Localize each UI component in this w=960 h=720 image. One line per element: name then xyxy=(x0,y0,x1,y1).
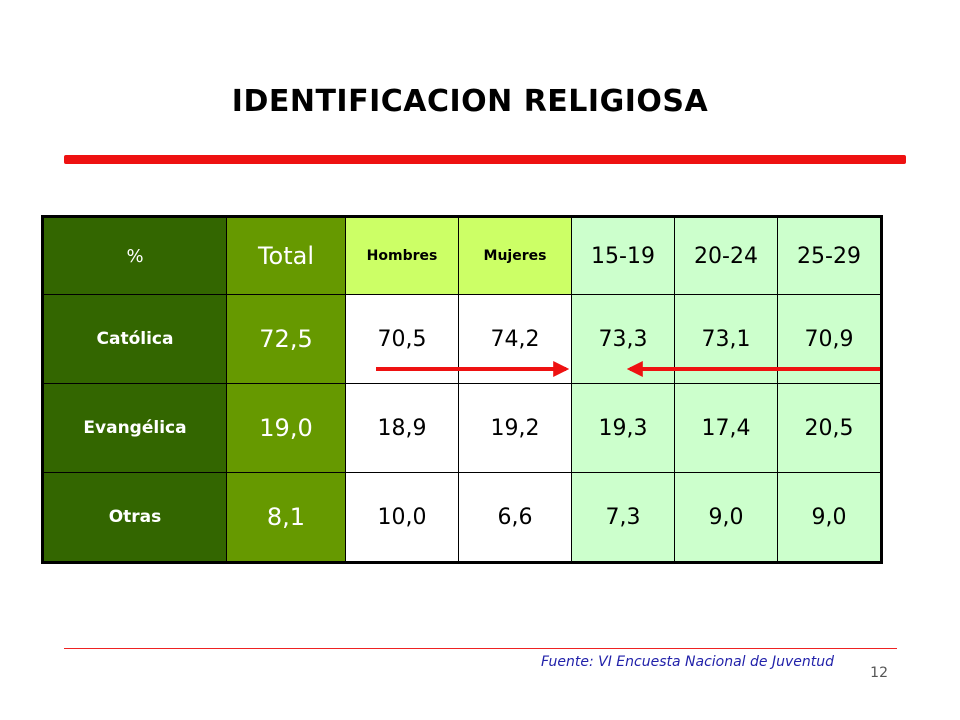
header-percent: % xyxy=(42,216,227,295)
cell-age-25-29: 9,0 xyxy=(777,472,882,563)
header-mujeres: Mujeres xyxy=(458,216,572,295)
header-age-25-29: 25-29 xyxy=(777,216,882,295)
religion-table: % Total Hombres Mujeres 15-19 20-24 25-2… xyxy=(41,215,883,564)
table-header-row: % Total Hombres Mujeres 15-19 20-24 25-2… xyxy=(42,216,882,295)
header-hombres: Hombres xyxy=(345,216,459,295)
cell-age-15-19: 19,3 xyxy=(571,383,675,473)
source-note: Fuente: VI Encuesta Nacional de Juventud xyxy=(541,654,834,670)
slide-title: IDENTIFICACION RELIGIOSA xyxy=(231,84,709,119)
cell-total: 19,0 xyxy=(226,383,346,473)
footer-divider xyxy=(64,648,897,649)
cell-hombres: 18,9 xyxy=(345,383,459,473)
cell-total: 8,1 xyxy=(226,472,346,563)
page-number: 12 xyxy=(870,665,888,681)
header-age-20-24: 20-24 xyxy=(674,216,778,295)
cell-age-25-29: 20,5 xyxy=(777,383,882,473)
header-age-15-19: 15-19 xyxy=(571,216,675,295)
table-row-evangelica: Evangélica 19,0 18,9 19,2 19,3 17,4 20,5 xyxy=(42,383,882,473)
row-label: Otras xyxy=(42,472,227,563)
cell-total: 72,5 xyxy=(226,294,346,384)
cell-hombres: 10,0 xyxy=(345,472,459,563)
cell-age-20-24: 9,0 xyxy=(674,472,778,563)
cell-age-15-19: 7,3 xyxy=(571,472,675,563)
cell-age-20-24: 17,4 xyxy=(674,383,778,473)
table-row-otras: Otras 8,1 10,0 6,6 7,3 9,0 9,0 xyxy=(42,472,882,563)
title-underline xyxy=(64,155,906,164)
cell-mujeres: 6,6 xyxy=(458,472,572,563)
